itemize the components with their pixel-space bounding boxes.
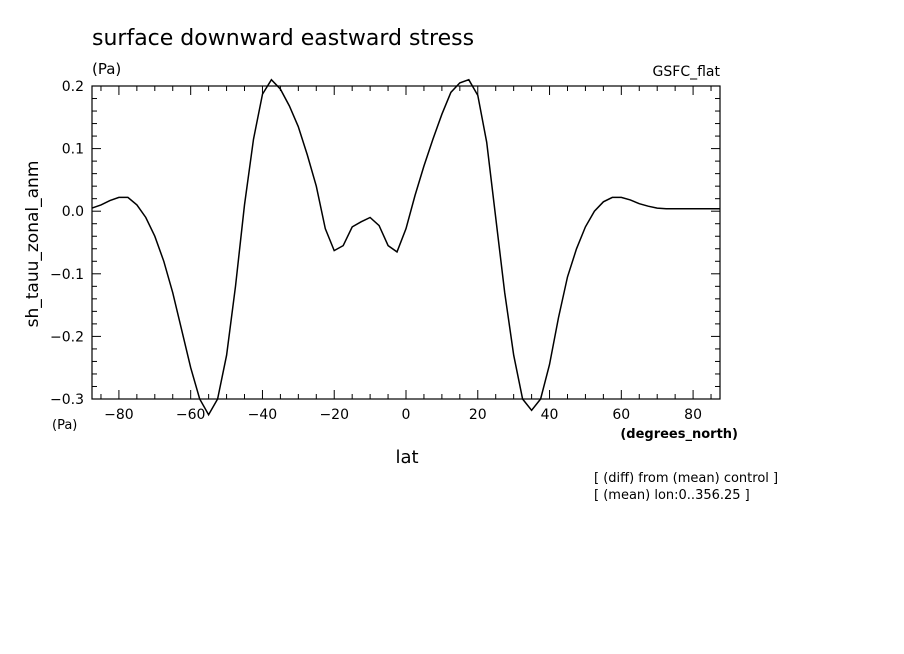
x-tick-label: 0: [402, 407, 411, 423]
x-units-label: (degrees_north): [620, 427, 738, 442]
y-tick-label: 0.2: [62, 79, 84, 95]
y-tick-label: 0.1: [62, 142, 84, 158]
x-tick-label: −20: [319, 407, 349, 423]
note-line-1: [ (diff) from (mean) control ]: [594, 471, 778, 486]
x-tick-label: −40: [248, 407, 278, 423]
x-tick-label: −80: [104, 407, 134, 423]
y-axis-label: sh_tauu_zonal_anm: [23, 161, 43, 328]
series-line: [91, 78, 720, 417]
x-tick-label: 80: [684, 407, 702, 423]
y-tick-label: −0.1: [50, 267, 84, 283]
title-units: (Pa): [92, 60, 121, 78]
y-tick-label: −0.3: [50, 392, 84, 408]
x-tick-label: −60: [176, 407, 206, 423]
y-units-label: (Pa): [52, 418, 77, 433]
x-tick-label: 60: [612, 407, 630, 423]
y-tick-label: 0.0: [62, 204, 84, 220]
y-tick-label: −0.2: [50, 329, 84, 345]
plot-axes: −80 −60 −40 −20 0 20 40 60 80 0.2 0.1 0.0 −0.1 −0.2 −0…: [50, 79, 721, 423]
chart-title: surface downward eastward stress: [92, 26, 474, 51]
x-tick-label: 20: [469, 407, 487, 423]
source-label: GSFC_flat: [653, 64, 721, 80]
x-tick-label: 40: [541, 407, 559, 423]
note-line-2: [ (mean) lon:0..356.25 ]: [594, 488, 750, 503]
series-layer: [91, 78, 720, 417]
x-axis-label: lat: [395, 447, 418, 468]
